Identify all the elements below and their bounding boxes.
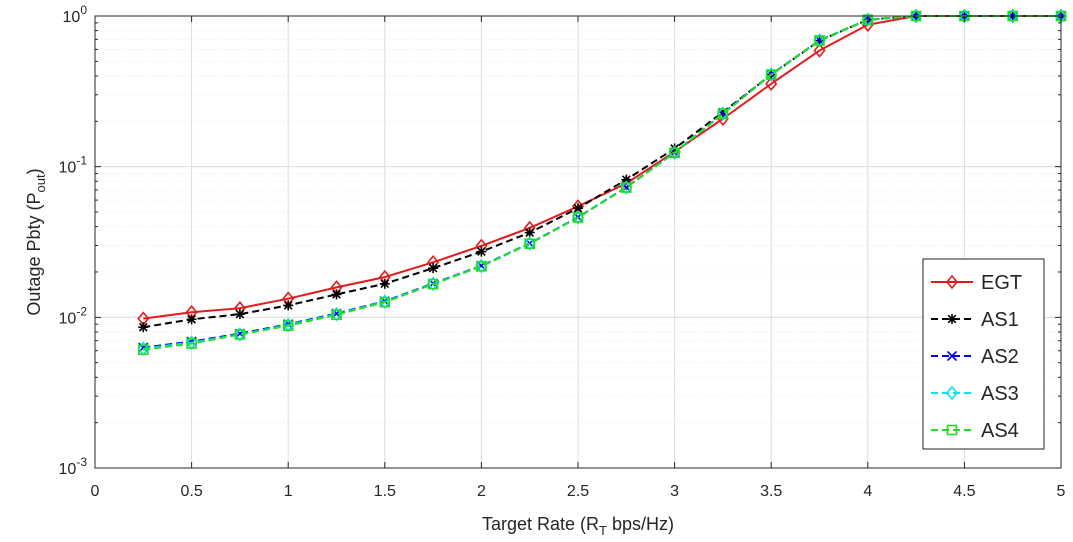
x-axis-label: Target Rate (RT bps/Hz) bbox=[482, 514, 674, 538]
data-point-as3 bbox=[910, 8, 923, 24]
data-point-as4 bbox=[186, 338, 197, 349]
legend-item-as3: AS3 bbox=[931, 383, 1019, 405]
legend-item-as1: AS1 bbox=[931, 309, 1019, 331]
data-point-as1 bbox=[379, 278, 390, 289]
data-point-as3 bbox=[861, 12, 874, 27]
data-point-as3 bbox=[427, 276, 440, 292]
data-point-as1 bbox=[283, 300, 294, 311]
data-point-as1 bbox=[621, 174, 632, 185]
data-point-as1 bbox=[428, 263, 439, 274]
data-point-as3 bbox=[233, 327, 246, 342]
data-point-as4 bbox=[138, 344, 149, 355]
legend-label-as1: AS1 bbox=[981, 309, 1019, 331]
data-point-egt bbox=[620, 176, 633, 191]
legend-label-egt: EGT bbox=[981, 272, 1022, 294]
legend-label-as4: AS4 bbox=[981, 420, 1019, 442]
y-tick-label: 100 bbox=[63, 3, 88, 26]
legend-label-as2: AS2 bbox=[981, 346, 1019, 368]
data-point-as1 bbox=[138, 322, 149, 333]
x-tick-label: 5 bbox=[1057, 483, 1066, 500]
x-tick-label: 0 bbox=[91, 483, 100, 500]
data-point-as4 bbox=[427, 278, 439, 290]
data-point-as4 bbox=[379, 296, 391, 308]
x-tick-label: 2 bbox=[477, 483, 486, 500]
data-point-as1 bbox=[331, 289, 342, 300]
data-point-as4 bbox=[814, 35, 825, 46]
x-tick-label: 1.5 bbox=[374, 483, 396, 500]
data-point-as3 bbox=[1006, 8, 1019, 24]
legend-label-as3: AS3 bbox=[981, 383, 1019, 405]
legend-marker-as4 bbox=[946, 424, 958, 436]
ticks: 0 0.5 1 1.5 2 2.5 3 3.5 4 4.5 5 10-3 10-2 10-1 100 bbox=[59, 3, 1066, 500]
data-point-as4 bbox=[524, 238, 536, 250]
y-tick-label: 10-2 bbox=[59, 304, 88, 327]
legend-box bbox=[922, 258, 1045, 450]
x-tick-label: 3 bbox=[670, 483, 679, 500]
data-point-as4 bbox=[862, 14, 874, 26]
data-point-as4 bbox=[620, 182, 632, 193]
x-tick-label: 4.5 bbox=[953, 483, 975, 500]
data-point-as1 bbox=[186, 314, 197, 325]
x-tick-label: 1 bbox=[284, 483, 293, 500]
x-tick-label: 0.5 bbox=[180, 483, 202, 500]
data-point-egt bbox=[813, 43, 826, 58]
legend-marker-egt bbox=[945, 274, 959, 290]
legend-item-as2: AS2 bbox=[931, 346, 1019, 368]
legend-item-as4: AS4 bbox=[931, 420, 1019, 442]
y-tick-label: 10-1 bbox=[59, 154, 88, 177]
data-point-as4 bbox=[234, 329, 246, 340]
legend-item-egt: EGT bbox=[931, 272, 1022, 294]
data-point-as4 bbox=[717, 108, 729, 120]
data-point-as1 bbox=[476, 246, 487, 257]
data-point-as3 bbox=[330, 306, 343, 322]
y-tick-label: 10-3 bbox=[59, 455, 88, 478]
legend: EGT AS1 AS2 AS3 AS4 bbox=[922, 258, 1045, 450]
series-line-as4 bbox=[143, 15, 1061, 351]
data-point-as1 bbox=[234, 309, 245, 320]
data-point-as4 bbox=[282, 320, 294, 331]
data-point-as3 bbox=[765, 67, 778, 82]
series-group bbox=[137, 8, 1068, 356]
data-point-as1 bbox=[524, 227, 535, 238]
data-point-as3 bbox=[571, 210, 585, 225]
data-point-as4 bbox=[331, 309, 342, 321]
x-tick-label: 2.5 bbox=[567, 483, 589, 500]
y-axis-label: Outage Pbty (Pout) bbox=[24, 168, 48, 315]
data-point-as4 bbox=[476, 261, 487, 272]
legend-marker-as2 bbox=[946, 350, 958, 362]
data-point-egt bbox=[765, 76, 778, 92]
data-point-as1 bbox=[573, 203, 583, 214]
data-point-as3 bbox=[523, 236, 536, 251]
data-point-as4 bbox=[669, 147, 680, 159]
data-point-as1 bbox=[717, 107, 728, 118]
legend-marker-as3 bbox=[945, 385, 959, 401]
data-point-as3 bbox=[378, 294, 391, 309]
data-point-as4 bbox=[572, 212, 584, 223]
data-point-as4 bbox=[765, 69, 777, 80]
series-as4 bbox=[138, 10, 1067, 355]
legend-items: EGT AS1 AS2 AS3 AS4 bbox=[931, 272, 1022, 442]
legend-marker-as1 bbox=[947, 314, 957, 324]
x-tick-label: 4 bbox=[863, 483, 872, 500]
x-tick-label: 3.5 bbox=[760, 483, 782, 500]
